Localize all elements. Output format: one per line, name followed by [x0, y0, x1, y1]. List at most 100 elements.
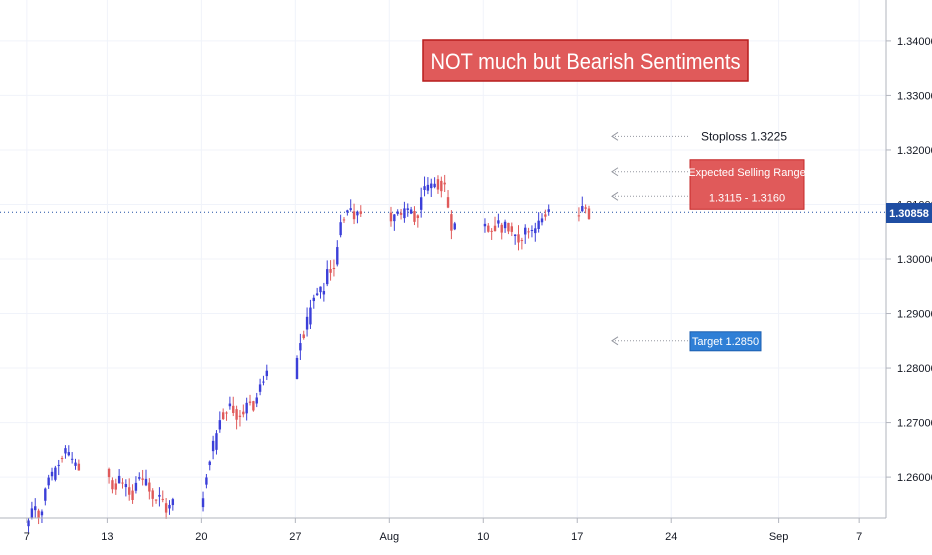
current-price-tag: 1.30858 — [886, 203, 932, 223]
candle-body — [483, 223, 487, 227]
candle-body — [396, 211, 399, 214]
candle-body — [218, 420, 222, 430]
candle-body — [221, 412, 225, 420]
candle-body — [164, 503, 168, 513]
candle-body — [128, 487, 131, 495]
candle-body — [117, 475, 121, 484]
candles — [27, 174, 591, 533]
candle-body — [161, 498, 164, 500]
time-axis[interactable]: 7 13 20 27 Aug 10 17 24 Sep 7 — [24, 518, 862, 543]
candle-body — [70, 458, 74, 460]
chart-title-box — [422, 39, 749, 82]
candle-body — [423, 186, 426, 190]
candle-body — [265, 370, 269, 377]
candle-body — [446, 197, 450, 208]
candle-body — [245, 402, 248, 414]
candle-body — [332, 267, 336, 269]
candle-body — [141, 478, 144, 480]
candle-body — [77, 463, 81, 471]
annotations: Stoploss 1.3225 Expected Selling Range 1.3… — [611, 129, 806, 352]
candle-body — [500, 224, 503, 233]
time-tick-label: 24 — [665, 531, 677, 543]
candle-body — [497, 220, 500, 224]
candle-body — [74, 462, 77, 466]
candle-body — [346, 210, 349, 213]
candle-body — [520, 240, 524, 242]
candle-body — [493, 225, 497, 232]
candle-body — [329, 269, 332, 273]
candle-body — [426, 184, 430, 191]
candle-body — [517, 234, 520, 243]
price-tick-label: 1.30000 — [897, 254, 932, 266]
candle-body — [436, 179, 440, 190]
annotation-arrow-head — [611, 336, 619, 346]
candle-body — [124, 484, 128, 488]
candle-body — [232, 405, 235, 413]
candle-body — [587, 208, 591, 220]
candle-body — [319, 286, 322, 293]
candle-body — [64, 448, 67, 454]
candle-body — [443, 182, 446, 185]
candle-body — [490, 230, 493, 232]
candle-body — [356, 211, 359, 216]
time-tick-label: 7 — [856, 531, 862, 543]
candle-body — [215, 433, 218, 450]
price-tick-label: 1.32000 — [897, 145, 932, 157]
candle-body — [107, 468, 111, 478]
candle-body — [315, 293, 319, 296]
candle-body — [144, 478, 148, 486]
time-tick-label: 27 — [289, 531, 301, 543]
price-axis[interactable]: 1.260001.270001.280001.290001.300001.310… — [886, 36, 932, 484]
candle-body — [205, 477, 208, 485]
candle-body — [242, 411, 245, 415]
time-tick-label: 7 — [24, 531, 30, 543]
selling-range-title: Expected Selling Range — [688, 167, 805, 179]
candle-body — [530, 230, 534, 232]
current-price-label: 1.30858 — [889, 208, 929, 220]
candle-body — [419, 197, 423, 210]
candle-body — [151, 490, 154, 499]
price-tick-label: 1.26000 — [897, 472, 932, 484]
candle-body — [534, 228, 537, 234]
candle-body — [67, 452, 70, 456]
candle-body — [295, 357, 299, 379]
candle-body — [322, 290, 326, 295]
candle-body — [121, 482, 124, 484]
candle-body — [255, 397, 258, 404]
candle-body — [158, 494, 161, 497]
candle-body — [208, 461, 211, 466]
candle-body — [171, 499, 175, 506]
candle-body — [352, 211, 356, 220]
candle-body — [50, 471, 54, 477]
selling-range-box — [689, 159, 805, 210]
candle-body — [305, 316, 309, 330]
price-tick-label: 1.34000 — [897, 36, 932, 48]
candle-body — [342, 219, 346, 221]
candle-body — [235, 409, 238, 420]
candle-body — [413, 211, 416, 222]
chart-title: NOT much but Bearish Sentiments — [431, 49, 741, 74]
candle-body — [57, 464, 60, 466]
candle-body — [527, 231, 530, 233]
candle-body — [309, 307, 312, 325]
candle-body — [513, 234, 517, 237]
candle-body — [252, 401, 255, 411]
candle-body — [114, 483, 117, 490]
candle-body — [544, 214, 547, 217]
candle-body — [34, 506, 37, 511]
price-tick-label: 1.33000 — [897, 90, 932, 102]
candle-body — [168, 504, 171, 509]
candle-body — [403, 208, 406, 219]
candle-body — [47, 477, 50, 486]
candle-body — [148, 482, 151, 492]
candle-body — [581, 206, 584, 212]
candle-body — [577, 215, 581, 217]
candle-body — [134, 482, 138, 491]
candle-body — [453, 223, 456, 230]
candle-body — [54, 467, 57, 480]
candle-body — [40, 511, 44, 516]
candle-body — [201, 498, 205, 508]
candle-body — [299, 343, 302, 351]
